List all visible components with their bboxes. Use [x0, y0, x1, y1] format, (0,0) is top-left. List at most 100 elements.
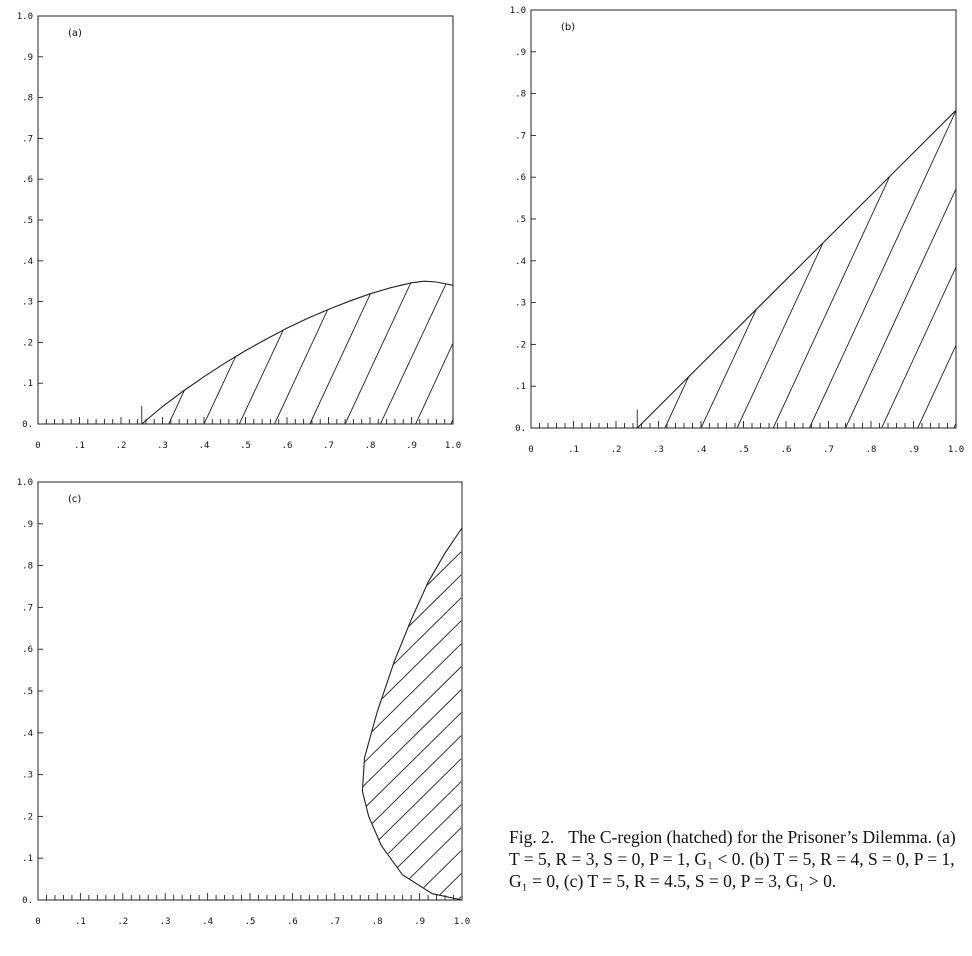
hatch-line [917, 345, 957, 429]
x-tick-label: .6 [287, 917, 298, 927]
y-tick-label: .2 [22, 812, 33, 822]
x-tick-label: .8 [372, 917, 383, 927]
plot-frame [37, 15, 454, 425]
hatch-line [379, 283, 447, 425]
y-tick-label: 1.0 [17, 478, 33, 488]
y-tick-label: 0. [22, 420, 33, 430]
region-boundary [636, 109, 957, 429]
y-tick-label: .3 [22, 771, 33, 781]
x-tick-label: .3 [653, 445, 664, 455]
y-tick-label: .8 [22, 562, 33, 572]
hatch-line [392, 597, 462, 665]
plot-frame [530, 9, 957, 429]
x-tick-label: .7 [329, 917, 340, 927]
hatch-line [439, 873, 462, 895]
y-tick-label: .6 [22, 645, 33, 655]
hatch-line [409, 827, 462, 880]
x-tick-label: .5 [240, 441, 251, 451]
x-tick-label: .9 [908, 445, 919, 455]
x-tick-label: 1.0 [948, 445, 964, 455]
hatch-line [458, 896, 462, 900]
x-tick-label: 0 [35, 441, 40, 451]
y-tick-label: .6 [22, 175, 33, 185]
chart-panel-b: 0 .1 .2 .3 .4 .5 .6 .7 .8 .9 1.0 0. .1 .2 .3 .4 .5 .6 .7 .8… [510, 6, 964, 455]
hatch-line [881, 266, 957, 429]
x-tick-label: .4 [202, 917, 213, 927]
x-tick-label: .7 [323, 441, 334, 451]
hatch-line [415, 343, 454, 425]
x-tick-label: 0 [528, 445, 533, 455]
x-tick-label: .3 [157, 441, 168, 451]
x-tick-label: .5 [245, 917, 256, 927]
hatch-line [397, 804, 462, 868]
y-tick-label: .8 [515, 90, 526, 100]
y-tick-label: .9 [22, 53, 33, 63]
y-tick-label: .4 [22, 729, 33, 739]
hatch-line [238, 329, 284, 425]
x-tick-label: .1 [74, 441, 85, 451]
x-tick-label: 1.0 [454, 917, 470, 927]
y-tick-label: 0. [515, 424, 526, 434]
caption-text: The C-region (hatched) for the Prisoner’… [509, 827, 956, 891]
hatch-line [808, 110, 957, 429]
y-tick-label: 1.0 [510, 6, 526, 16]
hatch-line [364, 666, 462, 763]
panel-label: (c) [68, 494, 81, 505]
hatch-line [378, 758, 462, 841]
y-tick-label: .7 [22, 603, 33, 613]
hatch-line [362, 689, 462, 788]
chart-panel-c: 0 .1 .2 .3 .4 .5 .6 .7 .8 .9 1.0 0. .1 .2 .3 .4 .5 .6 .7 .8… [17, 478, 470, 927]
y-tick-label: .8 [22, 94, 33, 104]
hatch-line [371, 643, 462, 732]
x-tick-label: 1.0 [445, 441, 461, 451]
y-tick-label: 0. [22, 896, 33, 906]
hatch-line [168, 389, 185, 425]
hatch-line [203, 356, 236, 425]
region-boundary [141, 280, 454, 425]
region-boundary [361, 527, 463, 901]
y-tick-label: .4 [515, 257, 526, 267]
y-tick-label: .5 [22, 687, 33, 697]
x-tick-label: .2 [117, 917, 128, 927]
hatch-line [700, 309, 757, 429]
caption-figure-number: Fig. 2. [509, 827, 555, 847]
plot-frame [37, 481, 463, 901]
hatch-line [736, 242, 824, 429]
hatch-line [772, 176, 891, 429]
x-tick-label: .2 [611, 445, 622, 455]
hatch-line [274, 309, 329, 425]
x-tick-label: .4 [696, 445, 707, 455]
x-tick-label: .1 [75, 917, 86, 927]
y-tick-label: .1 [515, 382, 526, 392]
y-tick-label: .2 [22, 338, 33, 348]
x-tick-label: .3 [160, 917, 171, 927]
y-tick-label: .3 [22, 298, 33, 308]
y-tick-label: .9 [515, 48, 526, 58]
y-tick-label: .6 [515, 173, 526, 183]
x-tick-label: .4 [199, 441, 210, 451]
y-tick-label: .7 [22, 134, 33, 144]
y-tick-label: .2 [515, 340, 526, 350]
x-tick-label: .8 [866, 445, 877, 455]
panel-label: (a) [68, 28, 82, 39]
x-tick-label: .7 [823, 445, 834, 455]
x-tick-label: .2 [116, 441, 127, 451]
hatch-line [953, 423, 957, 429]
y-tick-label: .1 [22, 379, 33, 389]
hatch-line [408, 574, 462, 627]
y-tick-label: .5 [22, 216, 33, 226]
y-tick-label: 1.0 [17, 12, 33, 22]
hatch-line [344, 282, 412, 425]
x-tick-label: .1 [568, 445, 579, 455]
y-tick-label: .4 [22, 257, 33, 267]
y-tick-label: .5 [515, 215, 526, 225]
y-tick-label: .9 [22, 520, 33, 530]
hatch-line [664, 376, 690, 429]
hatch-line [423, 850, 462, 888]
hatch-line [426, 551, 462, 586]
hatch-line [371, 735, 462, 824]
hatch-line [387, 781, 462, 854]
x-tick-label: .5 [738, 445, 749, 455]
y-tick-label: .7 [515, 131, 526, 141]
